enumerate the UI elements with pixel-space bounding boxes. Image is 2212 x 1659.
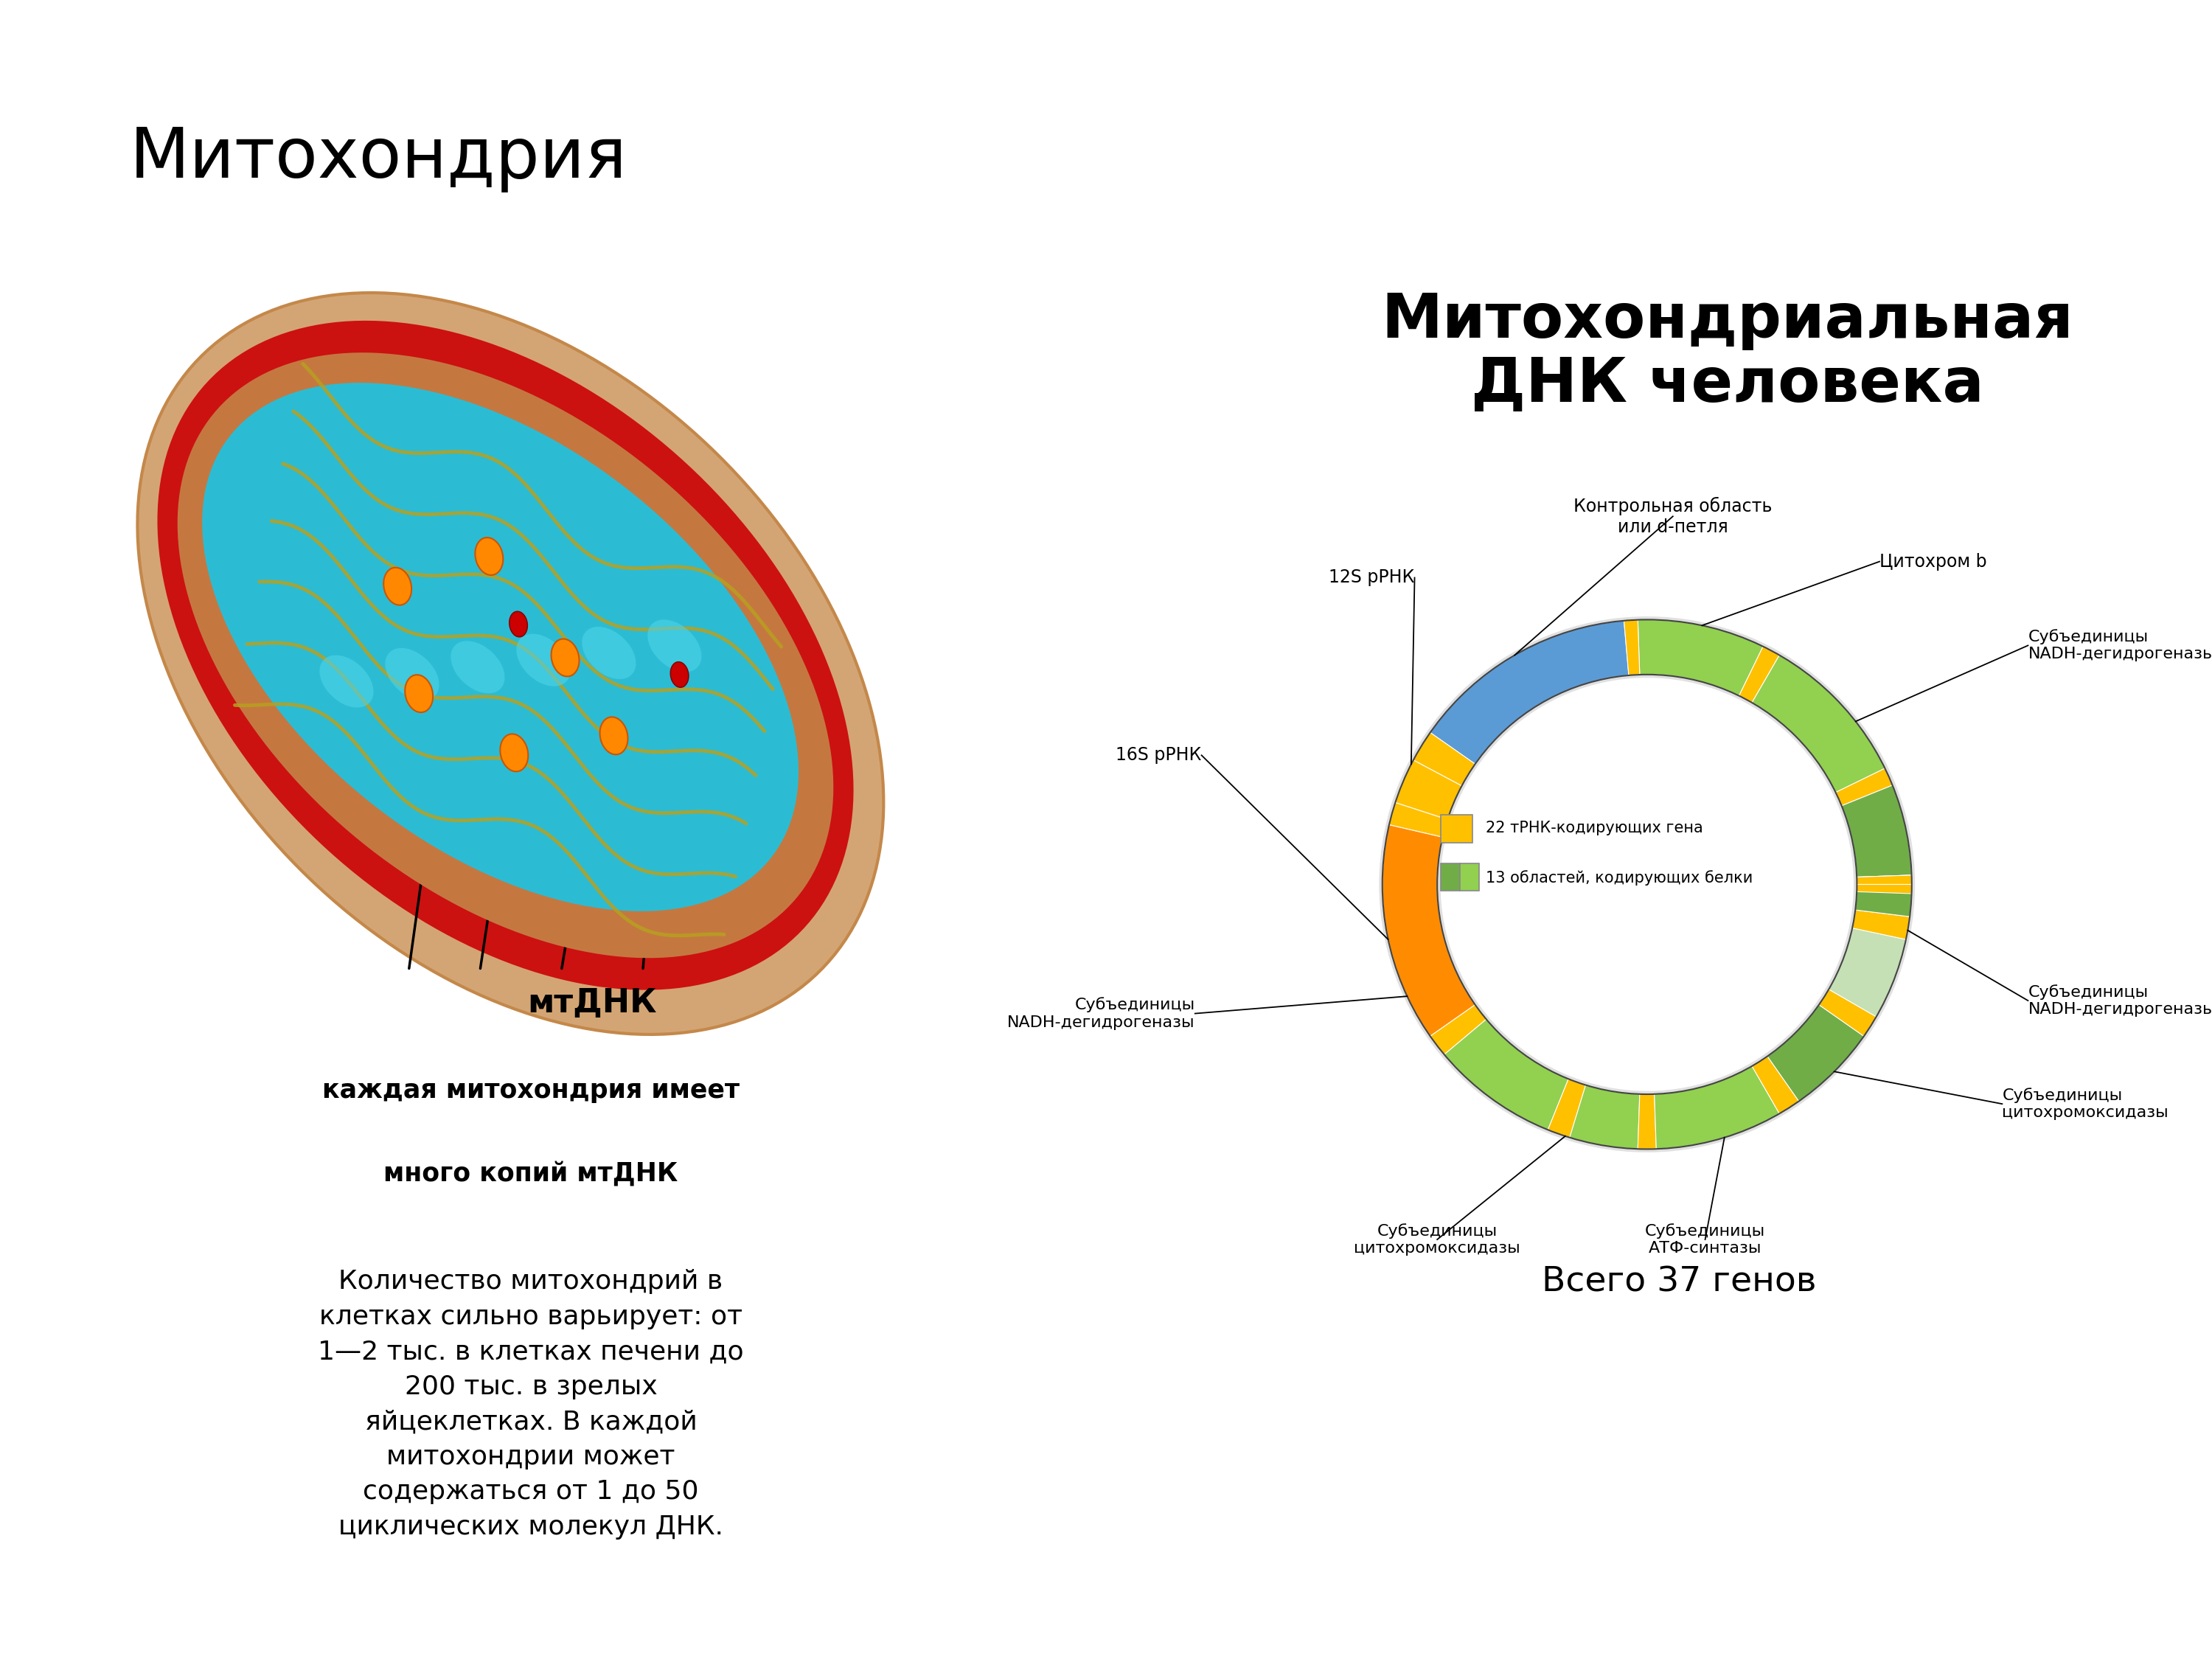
Text: Митохондриальная
ДНК человека: Митохондриальная ДНК человека bbox=[1382, 290, 2075, 415]
Ellipse shape bbox=[385, 649, 440, 700]
Text: Субъединицы
цитохромоксидазы: Субъединицы цитохромоксидазы bbox=[1354, 1223, 1520, 1256]
FancyBboxPatch shape bbox=[1440, 863, 1460, 891]
Text: Контрольная область
или d-петля: Контрольная область или d-петля bbox=[1573, 496, 1772, 536]
Wedge shape bbox=[1752, 1057, 1798, 1113]
Text: 22 тРНК-кодирующих гена: 22 тРНК-кодирующих гена bbox=[1486, 821, 1703, 834]
Wedge shape bbox=[1752, 655, 1885, 793]
Ellipse shape bbox=[405, 675, 434, 712]
PathPatch shape bbox=[137, 292, 883, 1035]
Wedge shape bbox=[1851, 830, 1909, 854]
Wedge shape bbox=[1431, 1005, 1486, 1055]
Wedge shape bbox=[1655, 1067, 1778, 1150]
FancyBboxPatch shape bbox=[1440, 815, 1473, 843]
Text: Цитохром b: Цитохром b bbox=[1880, 552, 1986, 571]
Wedge shape bbox=[1637, 1093, 1657, 1150]
Wedge shape bbox=[1843, 785, 1911, 878]
Ellipse shape bbox=[515, 634, 571, 687]
Wedge shape bbox=[1624, 620, 1639, 675]
Ellipse shape bbox=[648, 619, 701, 672]
Text: 16S рРНК: 16S рРНК bbox=[1115, 747, 1201, 765]
Text: Субъединицы
АТФ-синтазы: Субъединицы АТФ-синтазы bbox=[1646, 1223, 1765, 1256]
Wedge shape bbox=[1818, 989, 1876, 1037]
Wedge shape bbox=[1382, 825, 1475, 1037]
Ellipse shape bbox=[383, 567, 411, 606]
Ellipse shape bbox=[476, 538, 502, 576]
Wedge shape bbox=[1832, 760, 1907, 841]
Text: 12S рРНК: 12S рРНК bbox=[1329, 569, 1416, 587]
Wedge shape bbox=[1571, 1085, 1639, 1150]
Wedge shape bbox=[1413, 733, 1475, 786]
Ellipse shape bbox=[599, 717, 628, 755]
Ellipse shape bbox=[319, 655, 374, 708]
Wedge shape bbox=[1389, 803, 1447, 838]
Wedge shape bbox=[1856, 848, 1911, 917]
Text: Митохондрия: Митохондрия bbox=[131, 124, 626, 192]
Wedge shape bbox=[1856, 876, 1911, 884]
Text: Количество митохондрий в
клетках сильно варьирует: от
1—2 тыс. в клетках печени : Количество митохондрий в клетках сильно … bbox=[319, 1269, 743, 1540]
Wedge shape bbox=[1829, 927, 1907, 1017]
Text: Субъединицы
NADH-дегидрогеназы: Субъединицы NADH-дегидрогеназы bbox=[1006, 997, 1194, 1030]
Text: много копий мтДНК: много копий мтДНК bbox=[383, 1161, 679, 1186]
Text: Субъединицы
NADH-дегидрогеназы: Субъединицы NADH-дегидрогеназы bbox=[2028, 984, 2212, 1017]
Ellipse shape bbox=[582, 627, 635, 679]
Wedge shape bbox=[1836, 768, 1893, 806]
PathPatch shape bbox=[157, 320, 854, 990]
Ellipse shape bbox=[551, 639, 580, 677]
Text: Всего 37 генов: Всего 37 генов bbox=[1542, 1266, 1816, 1299]
Wedge shape bbox=[1637, 620, 1763, 695]
Wedge shape bbox=[1396, 760, 1462, 820]
Wedge shape bbox=[1431, 620, 1628, 765]
Ellipse shape bbox=[509, 612, 526, 637]
Text: мтДНК: мтДНК bbox=[526, 987, 657, 1019]
Wedge shape bbox=[1548, 1078, 1586, 1138]
Text: Субъединицы
цитохромоксидазы: Субъединицы цитохромоксидазы bbox=[2002, 1088, 2168, 1120]
Wedge shape bbox=[1825, 745, 1880, 786]
Text: каждая митохондрия имеет: каждая митохондрия имеет bbox=[323, 1078, 739, 1103]
Wedge shape bbox=[1767, 1005, 1865, 1102]
Ellipse shape bbox=[670, 662, 688, 687]
Ellipse shape bbox=[500, 733, 529, 771]
PathPatch shape bbox=[201, 383, 799, 911]
Wedge shape bbox=[1739, 647, 1778, 703]
Wedge shape bbox=[1444, 1019, 1568, 1130]
Wedge shape bbox=[1851, 909, 1909, 939]
Wedge shape bbox=[1752, 655, 1871, 773]
Ellipse shape bbox=[451, 640, 504, 693]
Text: Субъединицы
NADH-дегидрогеназы: Субъединицы NADH-дегидрогеназы bbox=[2028, 629, 2212, 662]
Wedge shape bbox=[1739, 647, 1778, 703]
Wedge shape bbox=[1856, 876, 1911, 894]
Wedge shape bbox=[1378, 617, 1916, 1153]
FancyBboxPatch shape bbox=[1460, 863, 1480, 891]
PathPatch shape bbox=[177, 353, 834, 957]
Text: 13 областей, кодирующих белки: 13 областей, кодирующих белки bbox=[1486, 871, 1752, 886]
